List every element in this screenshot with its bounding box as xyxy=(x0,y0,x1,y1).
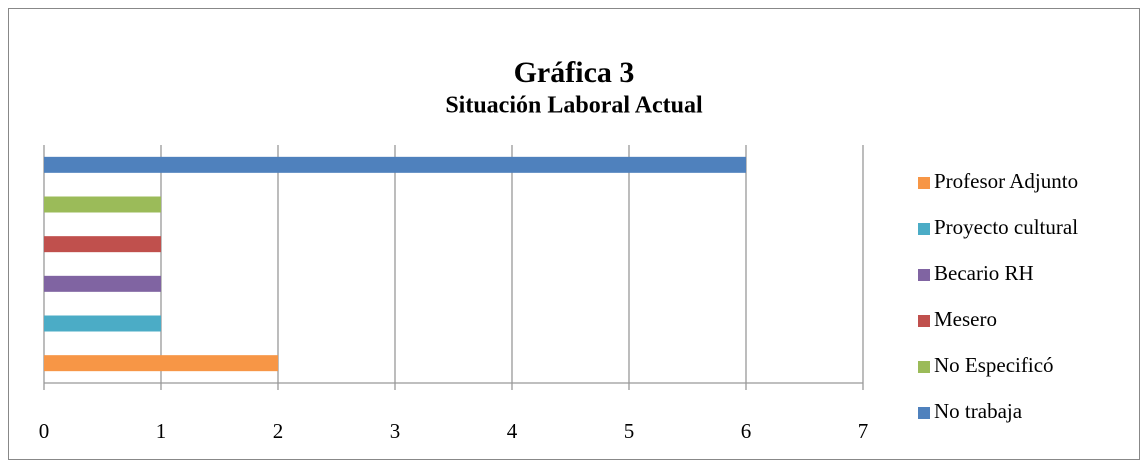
legend-swatch xyxy=(918,361,930,373)
legend-swatch xyxy=(918,223,930,235)
legend-swatch xyxy=(918,177,930,189)
x-tick-label: 3 xyxy=(390,419,401,443)
bar xyxy=(44,315,161,332)
legend-label: No trabaja xyxy=(934,399,1023,423)
legend-label: Profesor Adjunto xyxy=(934,169,1078,193)
bar xyxy=(44,196,161,213)
chart-border xyxy=(8,8,1140,460)
chart-title: Gráfica 3 xyxy=(514,56,635,89)
legend-swatch xyxy=(918,315,930,327)
legend-swatch xyxy=(918,269,930,281)
bar xyxy=(44,156,746,173)
legend-label: Proyecto cultural xyxy=(934,215,1078,239)
x-tick-label: 4 xyxy=(507,419,518,443)
x-tick-label: 2 xyxy=(273,419,284,443)
bar xyxy=(44,355,278,372)
legend-label: Mesero xyxy=(934,307,997,331)
x-tick-label: 7 xyxy=(858,419,869,443)
bar xyxy=(44,275,161,292)
x-tick-label: 5 xyxy=(624,419,635,443)
x-tick-label: 0 xyxy=(39,419,50,443)
x-tick-label: 6 xyxy=(741,419,752,443)
legend-label: Becario RH xyxy=(934,261,1034,285)
bar xyxy=(44,236,161,253)
x-tick-label: 1 xyxy=(156,419,167,443)
legend-swatch xyxy=(918,407,930,419)
legend-label: No Especificó xyxy=(934,353,1054,377)
chart-subtitle: Situación Laboral Actual xyxy=(445,93,703,119)
